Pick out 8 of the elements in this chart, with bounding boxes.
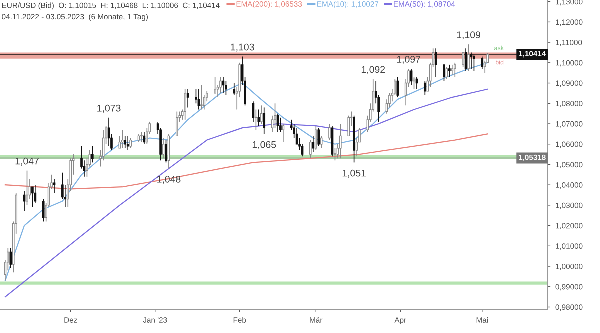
annotation: 1,109 <box>457 32 480 40</box>
annotation: 1,097 <box>397 56 420 64</box>
annotation: 1,092 <box>362 66 386 74</box>
annotation: 1,065 <box>252 141 276 150</box>
annotation: 1,047 <box>16 158 39 166</box>
annotation: 1,073 <box>98 104 121 113</box>
annotation: 1,051 <box>342 170 366 178</box>
annotation: 1,103 <box>231 44 254 52</box>
